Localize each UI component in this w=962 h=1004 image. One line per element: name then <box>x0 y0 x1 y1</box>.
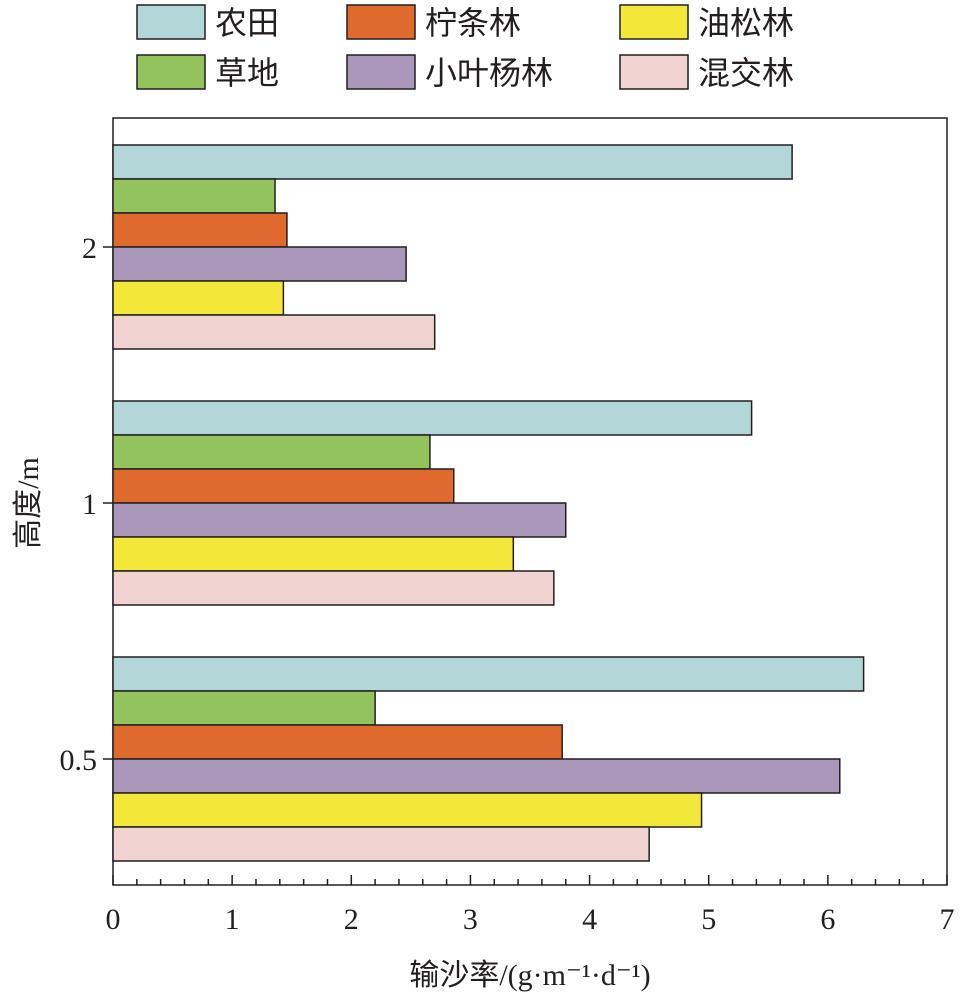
bar-2-5 <box>112 314 436 350</box>
legend-swatch <box>346 54 416 90</box>
x-tick-label: 2 <box>344 903 359 936</box>
legend-item: 油松林 <box>619 4 794 41</box>
legend-item: 草地 <box>136 54 279 91</box>
bar-2-3 <box>112 246 407 282</box>
bar-0.5-1 <box>112 690 376 726</box>
y-tick-label: 1 <box>82 488 97 521</box>
bar-1-5 <box>112 570 555 606</box>
bar-0.5-5 <box>112 826 650 862</box>
bar-1-3 <box>112 502 567 538</box>
bar-0.5-0 <box>112 656 865 692</box>
y-tick-label: 2 <box>82 232 97 265</box>
x-tick-label: 6 <box>820 903 835 936</box>
bar-2-1 <box>112 178 276 214</box>
x-axis: 0 1 2 3 4 5 6 7 <box>106 875 955 936</box>
legend-swatch <box>619 54 689 90</box>
bar-2-2 <box>112 212 288 248</box>
legend-label: 农田 <box>215 5 279 41</box>
bar-0.5-3 <box>112 758 841 794</box>
legend-label: 柠条林 <box>425 5 521 41</box>
x-tick-label: 1 <box>225 903 240 936</box>
y-axis-label: 高度/m <box>12 457 45 549</box>
legend-label: 草地 <box>215 55 279 91</box>
legend-item: 混交林 <box>619 54 794 91</box>
bars <box>112 144 865 862</box>
bar-0.5-2 <box>112 724 563 760</box>
legend-swatch <box>136 4 206 40</box>
x-tick-label: 3 <box>463 903 478 936</box>
legend-swatch <box>619 4 689 40</box>
legend-label: 油松林 <box>698 5 794 41</box>
legend-swatch <box>136 54 206 90</box>
bar-0.5-4 <box>112 792 703 828</box>
bar-1-4 <box>112 536 515 572</box>
bar-1-0 <box>112 400 753 436</box>
x-tick-label: 5 <box>701 903 716 936</box>
legend-label: 混交林 <box>698 55 794 91</box>
y-axis: 210.5 <box>60 232 113 777</box>
legend-item: 小叶杨林 <box>346 54 553 91</box>
y-tick-label: 0.5 <box>60 744 98 777</box>
x-tick-label: 0 <box>106 903 121 936</box>
bar-2-0 <box>112 144 793 180</box>
legend-swatch <box>346 4 416 40</box>
bar-2-4 <box>112 280 285 316</box>
bar-1-1 <box>112 434 431 470</box>
legend-item: 柠条林 <box>346 4 521 41</box>
legend-item: 农田 <box>136 4 279 41</box>
x-tick-label: 7 <box>940 903 955 936</box>
bar-1-2 <box>112 468 455 504</box>
x-axis-label: 输沙率/(g·m⁻¹·d⁻¹) <box>409 959 650 992</box>
x-tick-label: 4 <box>582 903 597 936</box>
legend-label: 小叶杨林 <box>425 55 553 91</box>
